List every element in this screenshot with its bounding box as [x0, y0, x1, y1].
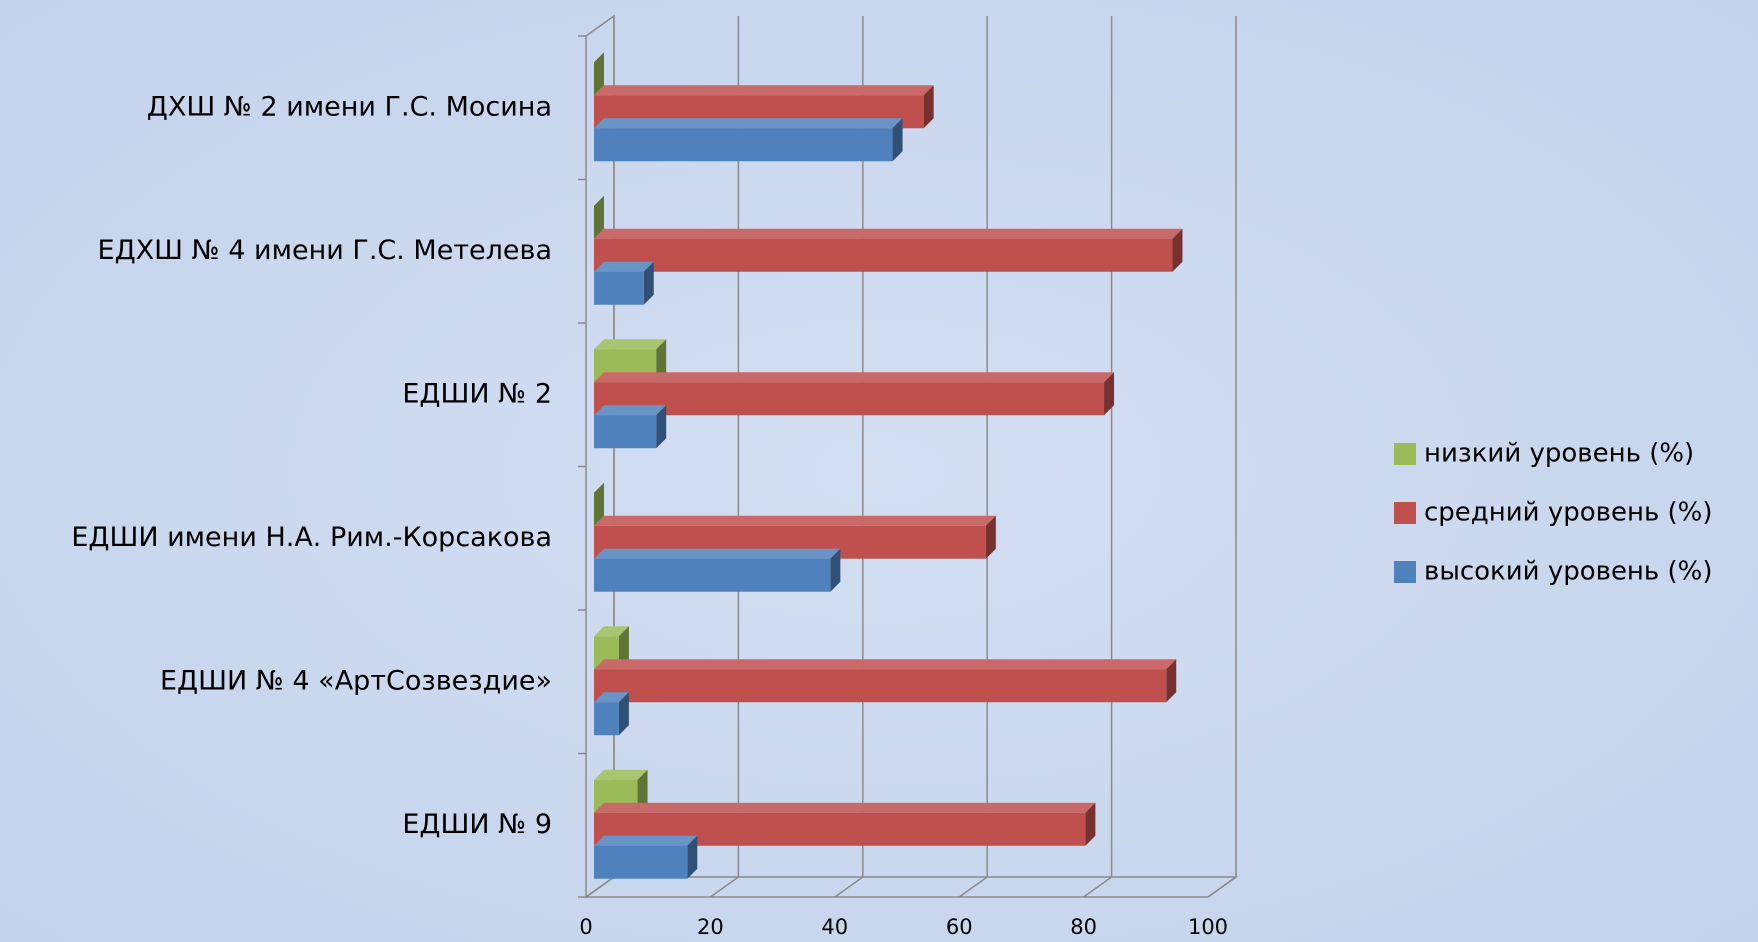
bar-top	[594, 692, 629, 703]
bar-top	[594, 228, 1183, 239]
bar-side	[618, 692, 629, 736]
bar-top	[594, 372, 1115, 383]
bar-top	[594, 835, 698, 846]
bar-top	[594, 548, 841, 559]
bar-front	[594, 702, 619, 736]
y-tick-label: ЕДШИ № 2	[402, 378, 552, 409]
bar	[594, 52, 604, 96]
bar-side	[830, 548, 841, 592]
bar-top	[594, 339, 667, 350]
legend-label: низкий уровень (%)	[1424, 439, 1694, 469]
bar-front	[594, 128, 893, 162]
grid-line	[709, 16, 740, 898]
y-tick-label: ЕДШИ № 9	[402, 809, 552, 840]
x-tick-label: 40	[821, 915, 848, 939]
y-tick-label: ДХШ № 2 имени Г.С. Мосина	[147, 91, 552, 122]
bar	[594, 692, 629, 736]
bar-front	[594, 238, 1173, 272]
legend-label: средний уровень (%)	[1424, 498, 1713, 528]
grid-line	[1207, 16, 1237, 898]
bar-side	[594, 195, 604, 239]
x-tick-label: 100	[1188, 915, 1228, 939]
bar-top	[594, 85, 934, 96]
bar-side	[1104, 372, 1115, 416]
legend-swatch	[1394, 561, 1416, 583]
y-tick-label: ЕДШИ № 4 «АртСозвездие»	[160, 665, 552, 696]
bar	[594, 482, 604, 526]
bar-top	[594, 659, 1177, 670]
legend-label: высокий уровень (%)	[1424, 557, 1713, 587]
bar	[594, 372, 1115, 416]
bar	[594, 195, 604, 239]
bar	[594, 405, 667, 449]
bar-top	[594, 802, 1096, 813]
bar-front	[594, 558, 831, 592]
bar-front	[594, 382, 1105, 416]
grid-line	[1083, 16, 1113, 898]
bar-side	[594, 52, 604, 96]
bar-side	[892, 118, 903, 162]
grid-line	[834, 16, 864, 898]
x-tick-label: 60	[946, 915, 973, 939]
bar-side	[637, 769, 648, 813]
bar-front	[594, 845, 688, 879]
bar-top	[594, 626, 629, 637]
bar-side	[985, 515, 996, 559]
bar	[594, 261, 654, 305]
bar	[594, 835, 698, 879]
x-tick-label: 0	[579, 915, 592, 939]
bar-top	[594, 261, 654, 272]
x-tick-label: 20	[697, 915, 724, 939]
bar-side	[656, 339, 667, 383]
bar	[594, 802, 1096, 846]
y-tick-label: ЕДШИ имени Н.А. Рим.-Корсакова	[71, 522, 552, 553]
bar	[594, 548, 841, 592]
y-tick-label: ЕДХШ № 4 имени Г.С. Метелева	[98, 235, 552, 266]
bar-top	[594, 515, 996, 526]
legend-swatch	[1394, 443, 1416, 465]
bar-side	[1085, 802, 1096, 846]
bar-side	[923, 85, 934, 129]
plot-area: 0 20 40 60 80 100 ДХШ № 2 имени Г.С. Мосина ЕДХ…	[71, 14, 1239, 939]
bar-side	[643, 261, 654, 305]
bar-front	[594, 271, 644, 305]
bar	[594, 626, 629, 670]
bar-front	[594, 415, 657, 449]
bar-top	[594, 769, 648, 780]
bar	[594, 118, 903, 162]
bar-front	[594, 669, 1167, 703]
bar-side	[687, 835, 698, 879]
bar-side	[656, 405, 667, 449]
legend-swatch	[1394, 502, 1416, 524]
bar	[594, 228, 1183, 272]
bar-side	[1172, 228, 1183, 272]
x-tick-label: 80	[1070, 915, 1097, 939]
bar-side	[1166, 659, 1177, 703]
bar-side	[594, 482, 604, 526]
bar-top	[594, 118, 903, 129]
bar-top	[594, 405, 667, 416]
grid-line	[958, 16, 988, 898]
bar-side	[618, 626, 629, 670]
bar	[594, 659, 1177, 703]
